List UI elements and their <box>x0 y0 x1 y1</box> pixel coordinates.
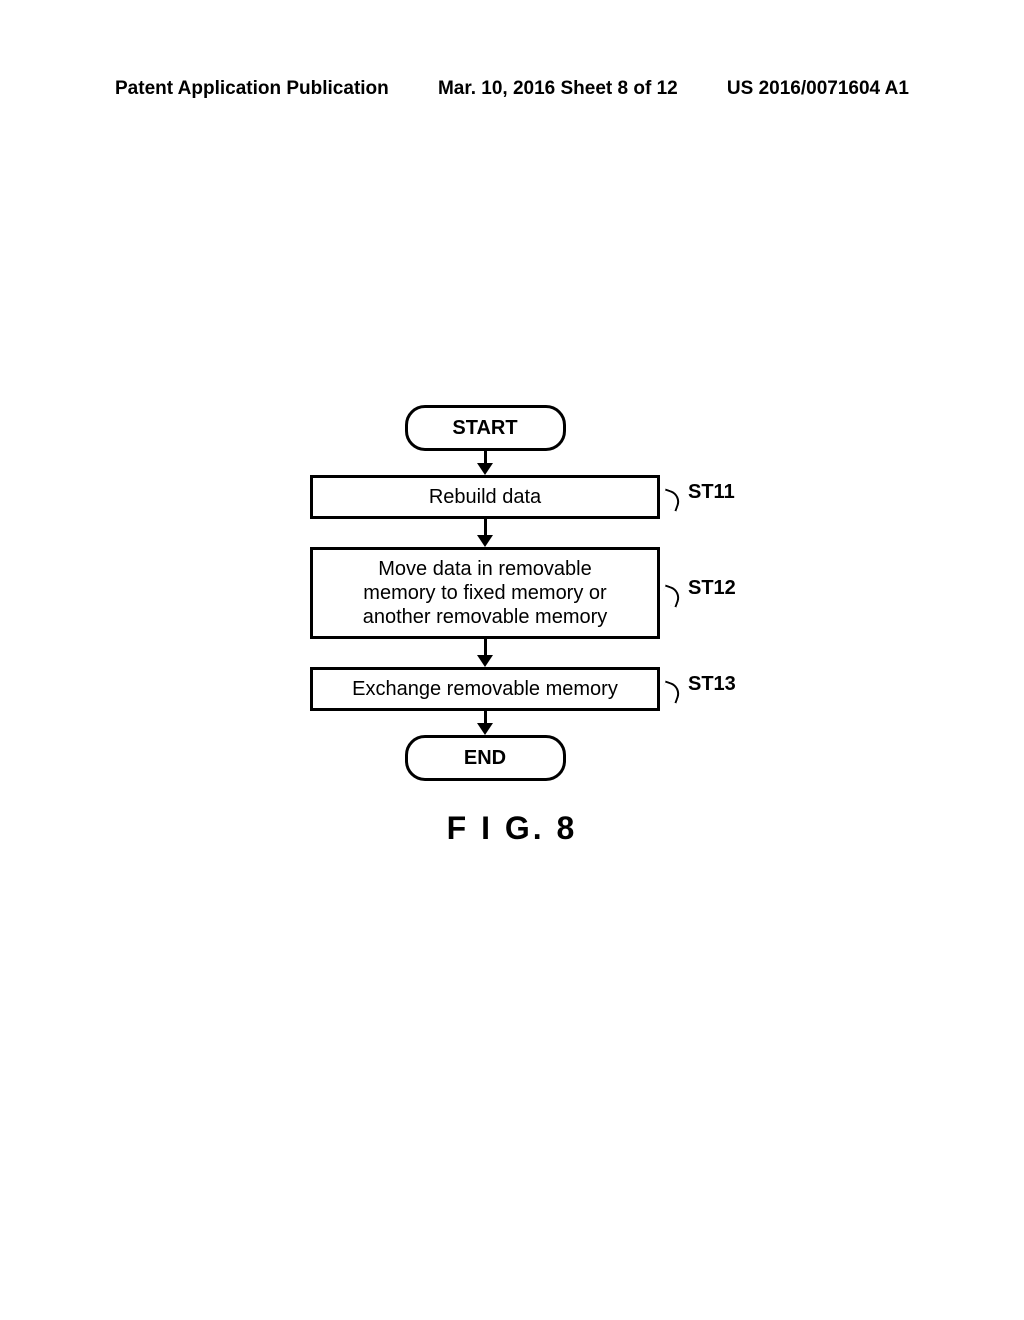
arrow-head-icon <box>477 463 493 475</box>
arrow-st12-to-st13 <box>310 639 660 667</box>
process-st13: Exchange removable memory <box>310 667 660 711</box>
arrow-shaft <box>484 519 487 535</box>
flowchart: START Rebuild data ST11 Move data in rem… <box>310 405 660 781</box>
st11-text: Rebuild data <box>429 486 541 509</box>
header-left: Patent Application Publication <box>115 78 389 100</box>
process-st12: Move data in removable memory to fixed m… <box>310 547 660 639</box>
st13-text: Exchange removable memory <box>352 678 618 701</box>
connector-st11 <box>659 488 682 511</box>
st12-text: Move data in removable memory to fixed m… <box>363 557 608 629</box>
arrow-start-to-st11 <box>310 451 660 475</box>
figure-caption: F I G. 8 <box>0 810 1024 847</box>
header-right: US 2016/0071604 A1 <box>727 78 909 100</box>
arrow-shaft <box>484 451 487 463</box>
page-header: Patent Application Publication Mar. 10, … <box>0 78 1024 100</box>
label-st12: ST12 <box>688 577 736 600</box>
label-st13: ST13 <box>688 673 736 696</box>
connector-st12 <box>659 584 682 607</box>
arrow-shaft <box>484 711 487 723</box>
arrow-shaft <box>484 639 487 655</box>
process-st11: Rebuild data <box>310 475 660 519</box>
end-node: END <box>405 735 566 781</box>
start-node: START <box>405 405 566 451</box>
label-st11: ST11 <box>688 481 735 504</box>
arrow-head-icon <box>477 655 493 667</box>
start-label: START <box>452 417 517 440</box>
end-label: END <box>464 747 506 770</box>
arrow-st11-to-st12 <box>310 519 660 547</box>
connector-st13 <box>659 680 682 703</box>
header-center: Mar. 10, 2016 Sheet 8 of 12 <box>438 78 678 100</box>
arrow-st13-to-end <box>310 711 660 735</box>
patent-page: Patent Application Publication Mar. 10, … <box>0 0 1024 1320</box>
arrow-head-icon <box>477 723 493 735</box>
arrow-head-icon <box>477 535 493 547</box>
